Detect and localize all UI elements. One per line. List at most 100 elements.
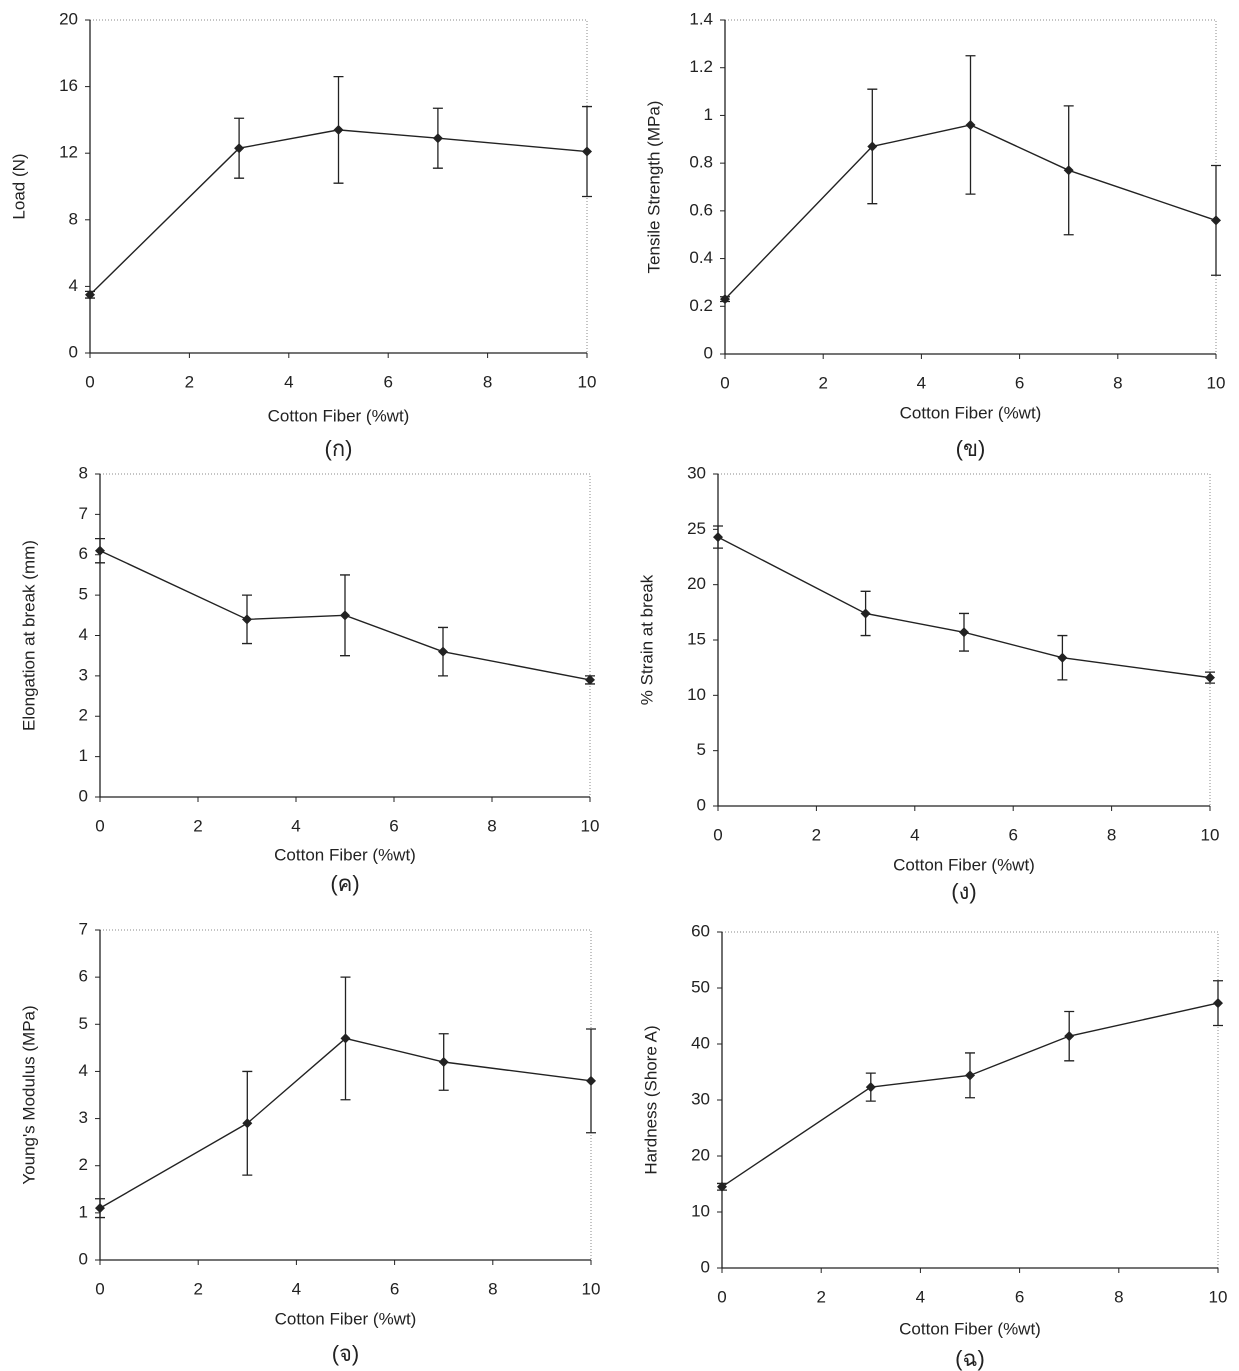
y-tick-label: 0 [701, 1257, 710, 1276]
y-tick-label: 4 [79, 625, 88, 644]
x-tick-label: 10 [578, 372, 597, 391]
y-axis-label: Tensile Strength (MPa) [644, 101, 663, 274]
axis-line [722, 932, 1218, 1268]
y-tick-label: 5 [79, 1014, 88, 1033]
figure-caption: (ค) [330, 871, 359, 896]
x-tick-label: 6 [383, 372, 392, 391]
marker [965, 1070, 975, 1080]
marker [433, 133, 443, 143]
chart-panel: 0123456780246810Cotton Fiber (%wt)(ค)Elo… [19, 463, 599, 895]
y-tick-label: 15 [687, 629, 706, 648]
y-tick-label: 4 [79, 1061, 88, 1080]
x-tick-label: 6 [1015, 373, 1024, 392]
x-tick-label: 4 [284, 372, 293, 391]
x-tick-label: 0 [713, 825, 722, 844]
page: 0481216200246810Cotton Fiber (%wt)(ก)Loa… [0, 0, 1239, 1371]
marker [586, 1076, 596, 1086]
y-tick-label: 1.4 [689, 9, 713, 28]
x-axis-label: Cotton Fiber (%wt) [274, 845, 416, 864]
y-tick-label: 8 [69, 209, 78, 228]
x-axis-label: Cotton Fiber (%wt) [893, 855, 1035, 874]
y-axis-label: Hardness (Shore A) [641, 1025, 660, 1174]
y-tick-label: 0.8 [689, 153, 713, 172]
x-tick-label: 10 [581, 816, 600, 835]
y-tick-label: 60 [691, 921, 710, 940]
x-tick-label: 0 [717, 1287, 726, 1306]
chart-panel: 0481216200246810Cotton Fiber (%wt)(ก)Loa… [9, 9, 596, 460]
y-tick-label: 2 [79, 706, 88, 725]
y-tick-label: 1 [704, 105, 713, 124]
marker [1205, 673, 1215, 683]
y-tick-label: 30 [687, 463, 706, 482]
axis-line [90, 20, 587, 353]
y-tick-label: 0 [69, 342, 78, 361]
x-tick-label: 6 [389, 816, 398, 835]
data-line [718, 537, 1210, 678]
y-tick-label: 7 [79, 504, 88, 523]
x-tick-label: 2 [193, 816, 202, 835]
y-tick-label: 20 [687, 574, 706, 593]
marker [1213, 998, 1223, 1008]
marker [582, 147, 592, 157]
y-tick-label: 6 [79, 544, 88, 563]
plot-frame [90, 20, 587, 353]
marker [1211, 215, 1221, 225]
y-tick-label: 10 [691, 1201, 710, 1220]
x-tick-label: 4 [916, 1287, 925, 1306]
marker [966, 120, 976, 130]
y-tick-label: 7 [79, 919, 88, 938]
x-tick-label: 4 [291, 816, 300, 835]
x-tick-label: 6 [1008, 825, 1017, 844]
x-axis-label: Cotton Fiber (%wt) [900, 403, 1042, 422]
y-axis-label: % Strain at break [637, 574, 656, 705]
x-tick-label: 4 [910, 825, 919, 844]
figure-caption: (ก) [325, 436, 353, 461]
x-tick-label: 10 [1207, 373, 1226, 392]
figure: 0481216200246810Cotton Fiber (%wt)(ก)Loa… [0, 0, 1239, 1371]
x-tick-label: 10 [582, 1279, 601, 1298]
x-tick-label: 2 [816, 1287, 825, 1306]
plot-frame [722, 932, 1218, 1268]
y-tick-label: 0 [704, 343, 713, 362]
x-axis-label: Cotton Fiber (%wt) [899, 1319, 1041, 1338]
x-axis-label: Cotton Fiber (%wt) [275, 1309, 417, 1328]
marker [861, 608, 871, 618]
marker [1064, 165, 1074, 175]
y-tick-label: 0 [697, 795, 706, 814]
y-tick-label: 40 [691, 1033, 710, 1052]
x-tick-label: 10 [1201, 825, 1220, 844]
x-tick-label: 6 [390, 1279, 399, 1298]
x-tick-label: 8 [1114, 1287, 1123, 1306]
marker [713, 532, 723, 542]
y-tick-label: 0.4 [689, 248, 713, 267]
marker [1064, 1031, 1074, 1041]
x-tick-label: 4 [292, 1279, 301, 1298]
y-tick-label: 4 [69, 276, 78, 295]
x-tick-label: 8 [488, 1279, 497, 1298]
y-tick-label: 8 [79, 463, 88, 482]
x-axis-label: Cotton Fiber (%wt) [268, 406, 410, 425]
marker [95, 546, 105, 556]
x-tick-label: 0 [95, 816, 104, 835]
y-tick-label: 5 [697, 740, 706, 759]
x-tick-label: 2 [185, 372, 194, 391]
x-tick-label: 8 [1107, 825, 1116, 844]
x-tick-label: 2 [818, 373, 827, 392]
y-tick-label: 16 [59, 76, 78, 95]
y-tick-label: 1 [79, 1202, 88, 1221]
y-tick-label: 1 [79, 746, 88, 765]
x-tick-label: 8 [483, 372, 492, 391]
marker [95, 1203, 105, 1213]
y-tick-label: 1.2 [689, 57, 713, 76]
x-tick-label: 8 [487, 816, 496, 835]
figure-caption: (ฉ) [955, 1346, 985, 1371]
x-tick-label: 4 [917, 373, 926, 392]
y-tick-label: 0.2 [689, 296, 713, 315]
y-axis-label: Elongation at break (mm) [19, 540, 38, 731]
x-tick-label: 0 [720, 373, 729, 392]
x-tick-label: 2 [193, 1279, 202, 1298]
y-axis-label: Young's Modulus (MPa) [19, 1005, 38, 1184]
marker [959, 627, 969, 637]
marker [242, 614, 252, 624]
marker [438, 647, 448, 657]
